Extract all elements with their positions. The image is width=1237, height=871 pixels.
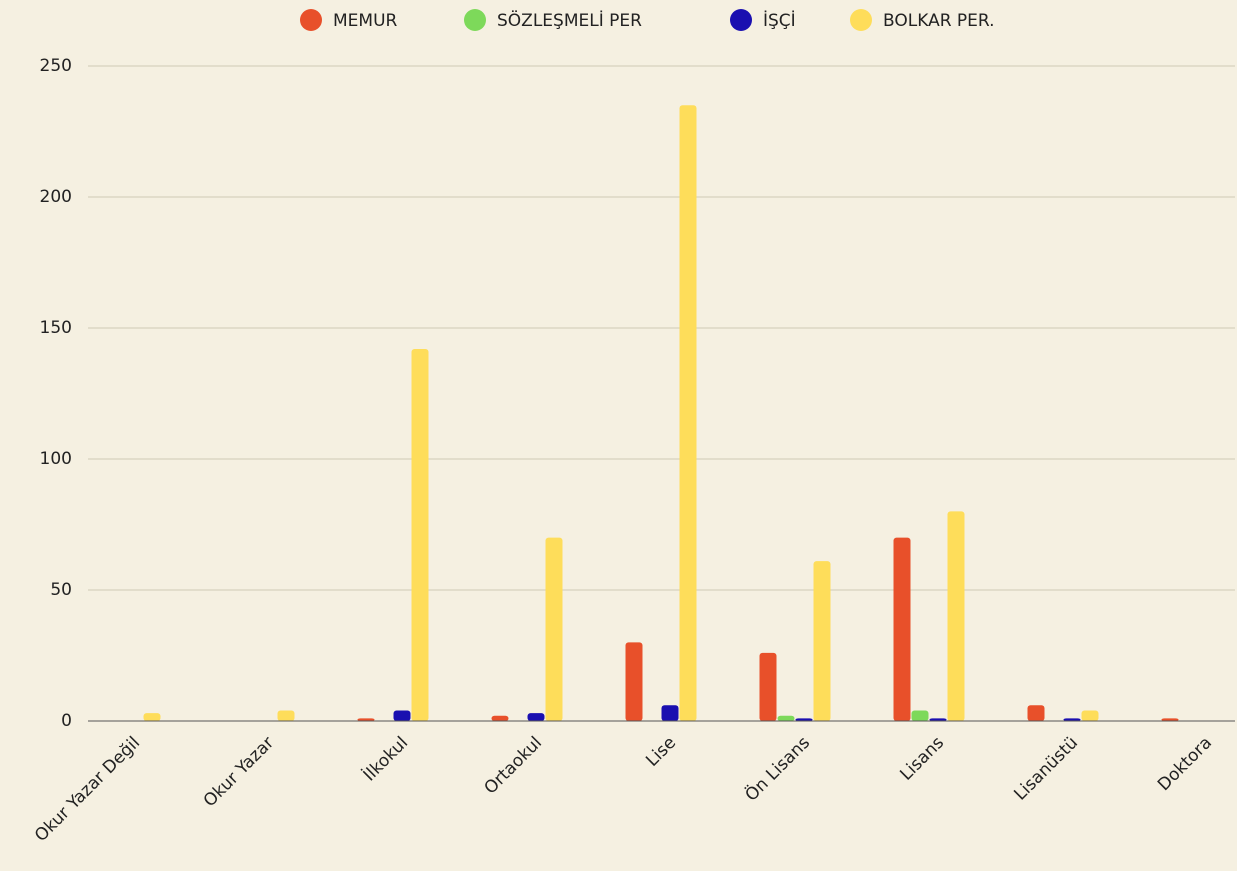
x-tick-label: Okur Yazar Değil: [31, 733, 144, 846]
legend-swatch: [300, 9, 322, 31]
y-tick-label: 200: [40, 187, 72, 207]
y-tick-label: 150: [40, 318, 72, 338]
bar: [625, 642, 643, 721]
bar: [411, 348, 429, 721]
bar: [491, 715, 509, 721]
x-tick-label: Lisans: [896, 733, 948, 785]
bar: [929, 718, 947, 721]
bar: [661, 705, 679, 721]
bar: [277, 710, 295, 721]
y-tick-label: 100: [40, 449, 72, 469]
x-tick-label: Lisanüstü: [1010, 733, 1082, 805]
x-tick-label: Doktora: [1154, 733, 1216, 795]
bar: [1081, 710, 1099, 721]
bar: [143, 713, 161, 721]
bar: [1161, 718, 1179, 721]
y-tick-label: 0: [61, 711, 72, 731]
bar: [813, 561, 831, 721]
bar: [795, 718, 813, 721]
bar: [759, 652, 777, 721]
bar: [1027, 705, 1045, 721]
legend-label: BOLKAR PER.: [883, 11, 995, 31]
x-tick-label: İlkokul: [359, 732, 412, 785]
legend-swatch: [730, 9, 752, 31]
legend-swatch: [850, 9, 872, 31]
bar: [777, 715, 795, 721]
legend-swatch: [464, 9, 486, 31]
legend-label: MEMUR: [333, 11, 398, 31]
bar: [527, 713, 545, 721]
bar: [911, 710, 929, 721]
bar: [357, 718, 375, 721]
x-tick-label: Ön Lisans: [740, 731, 814, 805]
bar: [393, 710, 411, 721]
legend-label: İŞÇİ: [763, 10, 796, 31]
x-tick-label: Lise: [642, 733, 680, 771]
x-tick-label: Okur Yazar: [200, 733, 278, 811]
x-tick-label: Ortaokul: [481, 733, 547, 799]
bar: [893, 537, 911, 721]
bar: [679, 105, 697, 722]
y-tick-label: 250: [40, 56, 72, 76]
bar: [947, 511, 965, 721]
bar: [545, 537, 563, 721]
legend-label: SÖZLEŞMELİ PER: [497, 9, 642, 31]
bar: [1063, 718, 1081, 721]
y-tick-label: 50: [50, 580, 72, 600]
